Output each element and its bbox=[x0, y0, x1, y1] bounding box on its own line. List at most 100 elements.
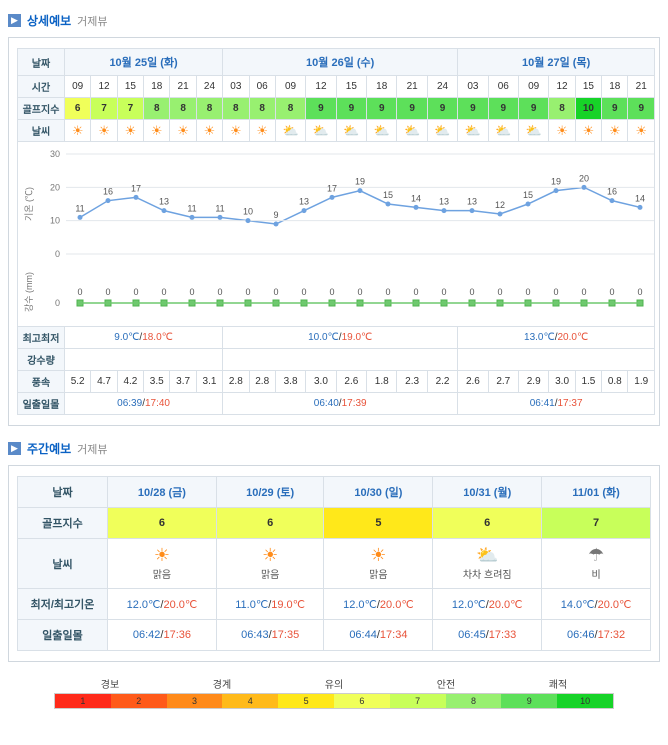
svg-text:17: 17 bbox=[327, 183, 337, 193]
svg-text:0: 0 bbox=[385, 287, 390, 297]
weekly-weather-cell: ☀맑음 bbox=[216, 539, 324, 589]
wind-cell: 2.8 bbox=[223, 371, 249, 393]
golf-index-cell: 9 bbox=[488, 98, 518, 120]
weekly-date-row: 날짜10/28 (금)10/29 (토)10/30 (일)10/31 (월)11… bbox=[18, 477, 651, 508]
time-cell: 21 bbox=[628, 76, 655, 98]
svg-text:13: 13 bbox=[467, 197, 477, 207]
row-label-sun: 일출일몰 bbox=[18, 393, 65, 415]
hilo-0: 9.0℃/18.0℃ bbox=[65, 327, 223, 349]
golf-index-cell: 8 bbox=[223, 98, 249, 120]
golf-index-cell: 9 bbox=[458, 98, 488, 120]
time-cell: 03 bbox=[458, 76, 488, 98]
detail-title: 상세예보 bbox=[27, 12, 71, 29]
sun-icon: ☀ bbox=[125, 123, 137, 138]
svg-text:11: 11 bbox=[187, 203, 196, 213]
legend-cell: 7 bbox=[390, 694, 446, 708]
svg-text:기온 (℃): 기온 (℃) bbox=[24, 187, 34, 221]
row-label-hilo: 최고최저 bbox=[18, 327, 65, 349]
weather-cell: ⛅ bbox=[458, 120, 488, 142]
weekly-sun-cell: 06:45/17:33 bbox=[433, 620, 542, 651]
rain-icon: ☂ bbox=[542, 546, 650, 564]
sun-icon: ☀ bbox=[324, 546, 432, 564]
weather-cell: ⛅ bbox=[427, 120, 457, 142]
weather-cell: ⛅ bbox=[397, 120, 427, 142]
wind-cell: 5.2 bbox=[65, 371, 91, 393]
detail-subtitle: 거제뷰 bbox=[77, 13, 107, 29]
legend-cell: 4 bbox=[222, 694, 278, 708]
partly-cloudy-icon: ⛅ bbox=[374, 123, 390, 138]
svg-text:0: 0 bbox=[413, 287, 418, 297]
time-cell: 18 bbox=[602, 76, 628, 98]
sun-icon: ☀ bbox=[98, 123, 110, 138]
time-cell: 12 bbox=[306, 76, 336, 98]
chevron-right-icon[interactable]: ▶ bbox=[8, 442, 21, 455]
legend-cell: 5 bbox=[278, 694, 334, 708]
weekly-weather-cell: ⛅차차 흐려짐 bbox=[433, 539, 542, 589]
legend-labels: 경보경계유의안전쾌적 bbox=[54, 676, 614, 693]
time-cell: 06 bbox=[488, 76, 518, 98]
svg-text:11: 11 bbox=[75, 203, 84, 213]
golf-index-cell: 9 bbox=[628, 98, 655, 120]
golf-index-cell: 8 bbox=[275, 98, 305, 120]
partly-cloudy-icon: ⛅ bbox=[313, 123, 329, 138]
wind-cell: 2.6 bbox=[336, 371, 366, 393]
golf-index-cell: 8 bbox=[144, 98, 170, 120]
golf-index-cell: 8 bbox=[170, 98, 196, 120]
weather-cell: ⛅ bbox=[367, 120, 397, 142]
temp-chart: 0102030기온 (℃)111617131111109131719151413… bbox=[18, 146, 654, 258]
svg-text:0: 0 bbox=[581, 287, 586, 297]
golf-index-cell: 7 bbox=[91, 98, 117, 120]
svg-text:0: 0 bbox=[525, 287, 530, 297]
golf-index-cell: 9 bbox=[397, 98, 427, 120]
partly-cloudy-icon: ⛅ bbox=[526, 123, 542, 138]
legend-label: 경계 bbox=[166, 676, 278, 693]
sun-icon: ☀ bbox=[72, 123, 84, 138]
partly-cloudy-icon: ⛅ bbox=[282, 123, 298, 138]
weather-cell: ☀ bbox=[144, 120, 170, 142]
golf-index-cell: 9 bbox=[336, 98, 366, 120]
sun-icon: ☀ bbox=[256, 123, 268, 138]
svg-text:16: 16 bbox=[607, 187, 617, 197]
golf-index-cell: 8 bbox=[196, 98, 222, 120]
svg-text:12: 12 bbox=[495, 200, 505, 210]
svg-text:0: 0 bbox=[217, 287, 222, 297]
detail-header: ▶ 상세예보 거제뷰 bbox=[8, 12, 660, 29]
weekly-date-cell: 10/28 (금) bbox=[108, 477, 217, 508]
detail-precip-row: 강수량 bbox=[18, 349, 655, 371]
weekly-sun-row: 일출일몰06:42/17:3606:43/17:3506:44/17:3406:… bbox=[18, 620, 651, 651]
time-cell: 21 bbox=[397, 76, 427, 98]
svg-text:0: 0 bbox=[189, 287, 194, 297]
detail-hilo-row: 최고최저 9.0℃/18.0℃ 10.0℃/19.0℃ 13.0℃/20.0℃ bbox=[18, 327, 655, 349]
wind-cell: 2.7 bbox=[488, 371, 518, 393]
sun-icon: ☀ bbox=[556, 123, 568, 138]
golf-index-cell: 9 bbox=[306, 98, 336, 120]
svg-text:0: 0 bbox=[637, 287, 642, 297]
weather-cell: ☀ bbox=[549, 120, 575, 142]
partly-cloudy-icon: ⛅ bbox=[434, 123, 450, 138]
weather-cell: ⛅ bbox=[519, 120, 549, 142]
wk-label-sun: 일출일몰 bbox=[18, 620, 108, 651]
sun-0: 06:39/17:40 bbox=[65, 393, 223, 415]
weekly-weather-cell: ☀맑음 bbox=[324, 539, 433, 589]
detail-panel: 날짜 10월 25일 (화) 10월 26일 (수) 10월 27일 (목) 시… bbox=[8, 37, 660, 426]
wind-cell: 3.8 bbox=[275, 371, 305, 393]
wind-cell: 3.5 bbox=[144, 371, 170, 393]
weekly-subtitle: 거제뷰 bbox=[77, 441, 107, 457]
weather-cell: ⛅ bbox=[306, 120, 336, 142]
weekly-weather-cell: ☂비 bbox=[542, 539, 651, 589]
partly-cloudy-icon: ⛅ bbox=[495, 123, 511, 138]
svg-text:0: 0 bbox=[329, 287, 334, 297]
precip-0 bbox=[65, 349, 223, 371]
time-cell: 15 bbox=[336, 76, 366, 98]
svg-text:0: 0 bbox=[469, 287, 474, 297]
golf-index-cell: 10 bbox=[575, 98, 601, 120]
chevron-right-icon[interactable]: ▶ bbox=[8, 14, 21, 27]
golf-index-legend: 경보경계유의안전쾌적 12345678910 bbox=[54, 676, 614, 709]
svg-text:0: 0 bbox=[245, 287, 250, 297]
precip-1 bbox=[223, 349, 458, 371]
wind-cell: 4.7 bbox=[91, 371, 117, 393]
detail-chart-row: 0102030기온 (℃)111617131111109131719151413… bbox=[18, 142, 655, 327]
svg-text:0: 0 bbox=[609, 287, 614, 297]
weekly-table: 날짜10/28 (금)10/29 (토)10/30 (일)10/31 (월)11… bbox=[17, 476, 651, 651]
time-cell: 09 bbox=[65, 76, 91, 98]
